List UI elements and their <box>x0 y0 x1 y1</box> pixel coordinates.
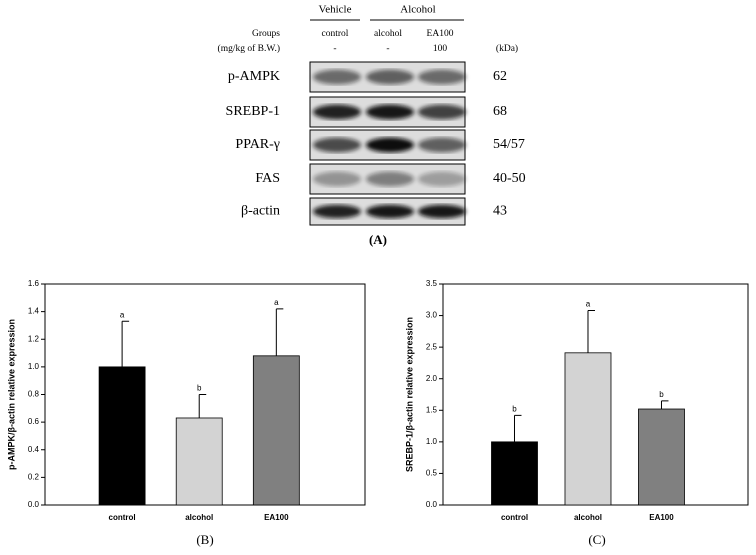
kda-label: 40-50 <box>493 171 526 186</box>
bar <box>98 366 146 506</box>
protein-label: p-AMPK <box>228 69 280 84</box>
significance-letter: a <box>586 300 591 309</box>
y-tick-label: 2.5 <box>426 342 438 351</box>
bar <box>175 417 223 506</box>
y-tick-label: 3.5 <box>426 279 438 288</box>
blot-band <box>366 171 414 187</box>
protein-label: FAS <box>255 171 280 186</box>
blot-band <box>418 69 466 85</box>
y-tick-label: 0.5 <box>426 469 438 478</box>
bar <box>564 352 612 506</box>
blot-band <box>418 171 466 187</box>
blot-band <box>366 104 414 120</box>
x-tick-label: EA100 <box>264 513 289 522</box>
x-tick-label: alcohol <box>185 513 213 522</box>
x-tick-label: EA100 <box>649 513 674 522</box>
dose-label: (mg/kg of B.W.) <box>218 43 280 54</box>
significance-letter: b <box>512 404 517 413</box>
blot-band <box>313 137 361 153</box>
groups-label: Groups <box>252 29 280 39</box>
y-tick-label: 0.2 <box>28 472 40 481</box>
kda-label: 43 <box>493 204 507 219</box>
blot-band <box>313 171 361 187</box>
blot-band <box>313 204 361 219</box>
dose: 100 <box>433 44 448 54</box>
y-tick-label: 1.4 <box>28 307 40 316</box>
caption: (B) <box>196 532 213 547</box>
protein-label: PPAR-γ <box>235 137 280 152</box>
unit-label: (kDa) <box>496 43 518 54</box>
y-tick-label: 3.0 <box>426 311 438 320</box>
blot-band <box>366 137 414 153</box>
blot-band <box>366 69 414 85</box>
y-tick-label: 1.0 <box>426 437 438 446</box>
kda-label: 62 <box>493 69 507 84</box>
protein-label: SREBP-1 <box>226 104 280 119</box>
significance-letter: a <box>120 310 125 319</box>
bar <box>252 355 300 506</box>
x-tick-label: control <box>501 513 528 522</box>
y-tick-label: 0.6 <box>28 417 40 426</box>
significance-letter: a <box>274 298 279 307</box>
column-label: control <box>322 29 349 39</box>
kda-label: 68 <box>493 104 507 119</box>
error-bar <box>275 308 284 356</box>
significance-letter: b <box>197 384 202 393</box>
error-bar <box>121 320 130 367</box>
y-axis-label: p-AMPK/β-actin relative expression <box>6 319 16 470</box>
caption: (C) <box>588 532 605 547</box>
y-tick-label: 0.4 <box>28 445 40 454</box>
blot-band <box>418 104 466 120</box>
y-tick-label: 1.2 <box>28 334 40 343</box>
error-bar <box>587 310 595 353</box>
bar <box>638 408 685 506</box>
blot-band <box>418 204 466 219</box>
blot-band <box>313 69 361 85</box>
dose: - <box>386 44 389 54</box>
y-tick-label: 1.0 <box>28 362 40 371</box>
kda-label: 54/57 <box>493 137 525 152</box>
error-bar <box>513 414 522 442</box>
dose: - <box>333 44 336 54</box>
y-tick-label: 2.0 <box>426 374 438 383</box>
y-tick-label: 1.6 <box>28 279 40 288</box>
column-label: alcohol <box>374 29 402 39</box>
group-label: Vehicle <box>319 4 352 16</box>
y-axis-label: SREBP-1/β-actin relative expression <box>404 317 414 472</box>
protein-label: β-actin <box>241 204 280 219</box>
error-bar <box>198 394 207 418</box>
x-tick-label: control <box>109 513 136 522</box>
blot-band <box>366 204 414 219</box>
group-label: Alcohol <box>400 4 435 16</box>
caption: (A) <box>369 232 387 247</box>
y-tick-label: 1.5 <box>426 405 438 414</box>
error-bar <box>660 400 669 410</box>
y-tick-label: 0.0 <box>28 500 40 509</box>
x-tick-label: alcohol <box>574 513 602 522</box>
bar <box>491 441 538 506</box>
blot-band <box>418 137 466 153</box>
y-tick-label: 0.8 <box>28 390 40 399</box>
significance-letter: b <box>659 390 664 399</box>
y-tick-label: 0.0 <box>426 500 438 509</box>
column-label: EA100 <box>427 29 454 39</box>
blot-band <box>313 104 361 120</box>
